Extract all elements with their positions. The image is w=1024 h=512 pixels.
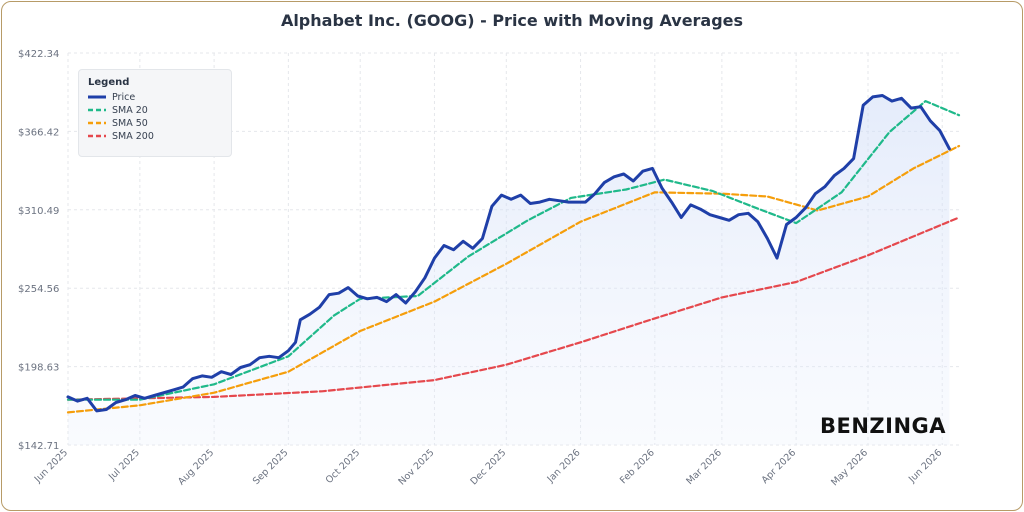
y-tick-label: $310.49 — [18, 206, 59, 217]
legend-item-price: Price — [88, 91, 135, 103]
x-axis-ticks: Jun 2025 Jul 2025 Aug 2025 Sep 2025 Oct 2025… — [32, 447, 944, 488]
price-area-fill — [68, 95, 950, 445]
y-tick-label: $198.63 — [18, 363, 59, 374]
x-tick-label: Mar 2026 — [684, 447, 724, 487]
x-tick-label: Jun 2026 — [906, 447, 944, 485]
x-tick-label: Jun 2025 — [32, 447, 70, 485]
legend-swatch-sma20 — [88, 108, 106, 112]
price-area — [68, 95, 950, 445]
legend-label-price: Price — [112, 91, 136, 103]
legend-label-sma50: SMA 50 — [112, 117, 148, 129]
chart-title: Alphabet Inc. (GOOG) - Price with Moving… — [280, 11, 744, 30]
series-lines — [66, 94, 961, 414]
series-line-price — [66, 94, 951, 413]
x-tick-label: Sep 2025 — [251, 447, 291, 487]
x-tick-label: Apr 2026 — [760, 447, 799, 486]
x-tick-label: Feb 2026 — [618, 447, 657, 486]
legend-swatch-sma50 — [88, 121, 106, 125]
x-tick-label: Jan 2026 — [545, 447, 583, 485]
x-tick-label: Oct 2025 — [324, 447, 363, 486]
y-tick-label: $254.56 — [18, 284, 59, 295]
legend-item-sma20: SMA 20 — [88, 104, 148, 116]
y-tick-label: $422.34 — [18, 49, 59, 60]
legend-title: Legend — [88, 77, 130, 88]
y-axis-ticks: $142.71 $198.63 $254.56 $310.49 $366.42 $422.… — [18, 49, 59, 452]
legend-swatch-sma200 — [88, 134, 106, 138]
series-line-sma-200 — [66, 216, 961, 401]
legend: Legend Price SMA 20 SMA 50 SMA 200 — [78, 69, 232, 157]
legend-item-sma50: SMA 50 — [88, 117, 148, 129]
x-tick-label: Dec 2025 — [468, 447, 508, 487]
x-tick-label: Aug 2025 — [176, 447, 216, 487]
legend-swatch-price — [88, 95, 106, 99]
y-tick-label: $366.42 — [18, 127, 59, 138]
legend-item-sma200: SMA 200 — [88, 130, 154, 142]
benzinga-logo: BENZINGA — [820, 414, 947, 438]
x-tick-label: Jul 2025 — [106, 447, 142, 483]
x-tick-label: Nov 2025 — [396, 447, 436, 487]
series-line-sma-50 — [66, 144, 961, 414]
x-tick-label: May 2026 — [829, 447, 870, 488]
series-line-sma-20 — [66, 100, 961, 401]
legend-label-sma20: SMA 20 — [112, 104, 148, 116]
y-tick-label: $142.71 — [18, 441, 59, 452]
legend-label-sma200: SMA 200 — [112, 130, 154, 142]
